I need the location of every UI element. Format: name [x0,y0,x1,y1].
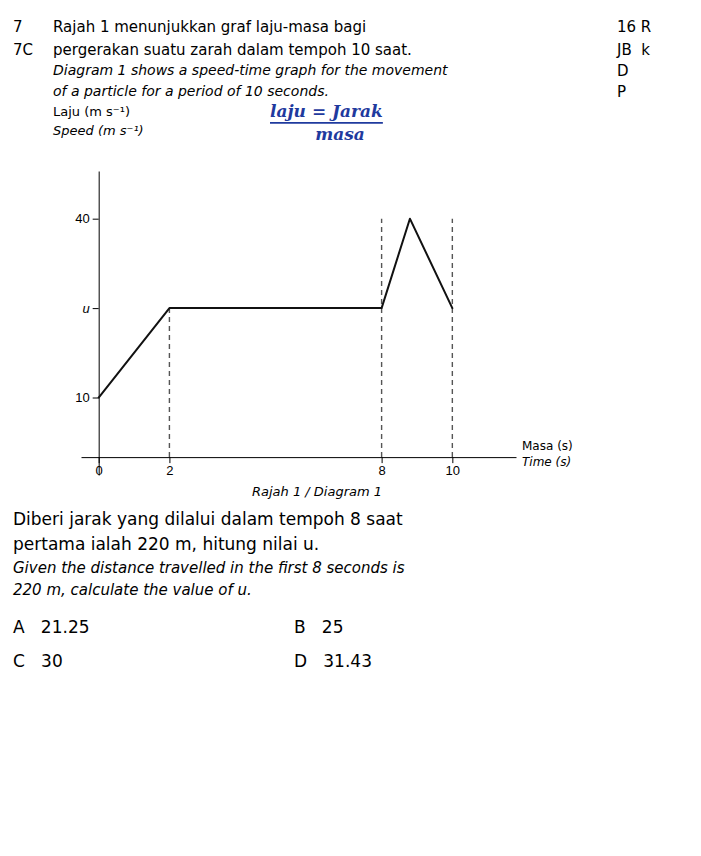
question-line: Given the distance travelled in the firs… [13,559,405,577]
y-tick-mark [93,308,99,309]
x-tick: 10 [446,457,460,478]
caption: Rajah 1 / Diagram 1 [252,484,382,499]
handwritten-note: laju = Jarak [270,101,383,121]
answer-option: B 25 [294,617,344,637]
x-tick-label: 2 [166,463,173,478]
margin-note: 16 R [617,18,651,36]
y-tick-label: u [82,301,89,316]
question-line: Diberi jarak yang dilalui dalam tempoh 8… [13,509,403,529]
y-tick-label: 10 [75,390,89,405]
x-tick-mark [452,457,453,463]
margin-note: JB k [616,41,650,59]
answer-option: D 31.43 [294,651,372,671]
y-tick: 40 [75,211,98,226]
speed-line [99,219,453,398]
dashed-guide [452,219,453,457]
handwritten-note: masa [315,124,365,144]
axis-line [82,457,517,458]
dashed-guide [381,219,382,457]
x-axis-label: Time (s) [522,455,571,469]
y-tick-mark [93,219,99,220]
chart-container: 7 7C Rajah 1 menunjukkan graf laju-masa ba… [0,0,701,856]
x-axis-label: Masa (s) [522,439,573,453]
x-tick: 2 [166,457,173,478]
axis-line [99,172,100,476]
x-tick-label: 10 [446,463,460,478]
y-tick: 10 [75,390,98,405]
answer-option: A 21.25 [13,617,90,637]
y-tick: u [82,301,98,316]
y-tick-label: 40 [75,211,89,226]
title-line: Diagram 1 shows a speed-time graph for t… [53,62,448,78]
y-axis-label: Speed (m s⁻¹) [53,123,144,138]
question-number: 7 [13,18,23,36]
answer-option: C 30 [13,651,63,671]
question-line: 220 m, calculate the value of u. [13,581,252,599]
margin-note: D [617,62,629,80]
x-tick-mark [382,457,383,463]
title-line: Rajah 1 menunjukkan graf laju-masa bagi [53,18,366,36]
x-tick-mark [169,457,170,463]
chart-svg: 7 7C Rajah 1 menunjukkan graf laju-masa ba… [0,0,701,856]
title-line: of a particle for a period of 10 seconds… [53,83,329,99]
title-line: pergerakan suatu zarah dalam tempoh 10 s… [53,41,412,59]
question-line: pertama ialah 220 m, hitung nilai u. [13,534,319,554]
dashed-guide [169,308,170,457]
x-axis: 02810 [82,457,517,478]
y-axis-label: Laju (m s⁻¹) [53,104,130,119]
y-axis: 10 u 40 [75,172,99,476]
x-tick-label: 8 [378,463,385,478]
x-tick: 8 [378,457,385,478]
question-letter: 7C [13,41,33,59]
margin-note: P [617,83,626,101]
plot-area [99,219,453,457]
